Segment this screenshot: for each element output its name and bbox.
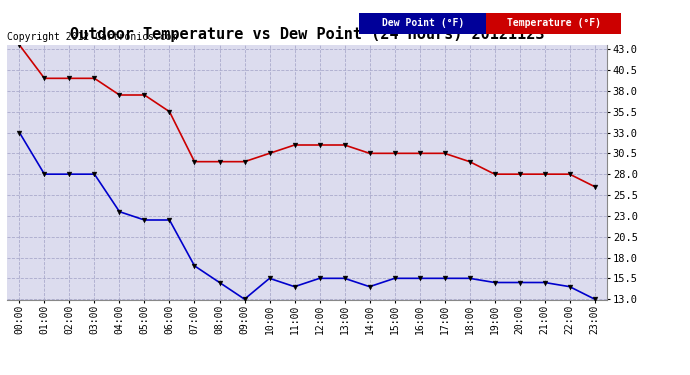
Title: Outdoor Temperature vs Dew Point (24 Hours) 20121123: Outdoor Temperature vs Dew Point (24 Hou… xyxy=(70,27,544,42)
Text: Temperature (°F): Temperature (°F) xyxy=(506,18,601,28)
Text: Copyright 2012 Cartronics.com: Copyright 2012 Cartronics.com xyxy=(7,33,177,42)
Text: Dew Point (°F): Dew Point (°F) xyxy=(382,18,464,28)
